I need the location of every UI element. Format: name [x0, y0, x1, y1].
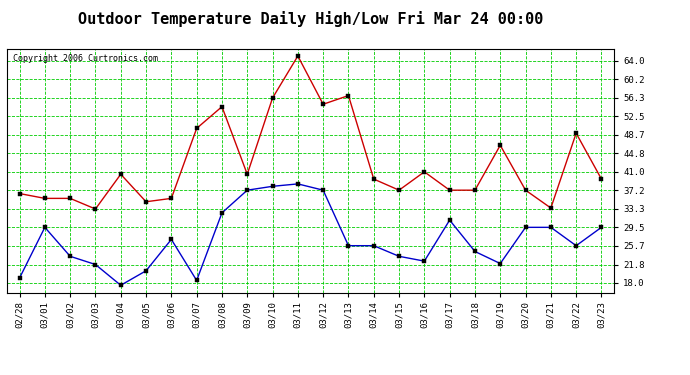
Text: Copyright 2006 Curtronics.com: Copyright 2006 Curtronics.com	[13, 54, 158, 63]
Text: Outdoor Temperature Daily High/Low Fri Mar 24 00:00: Outdoor Temperature Daily High/Low Fri M…	[78, 11, 543, 27]
